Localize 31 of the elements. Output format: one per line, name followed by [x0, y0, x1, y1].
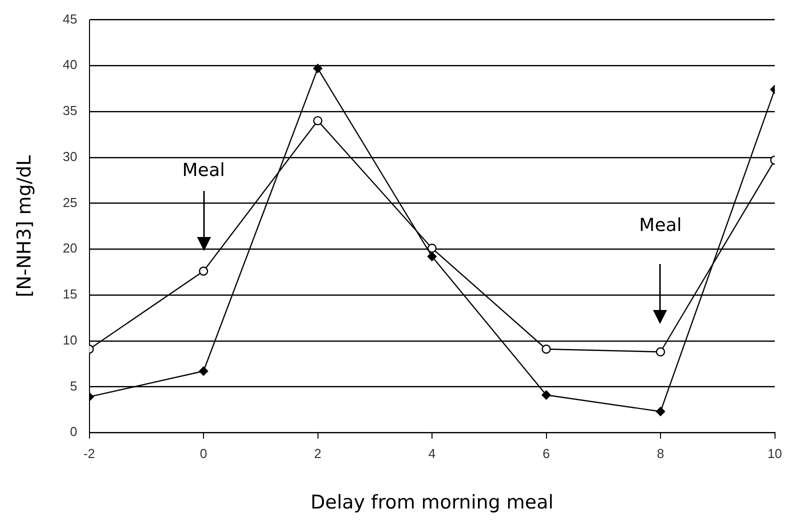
y-tick-label: 20	[62, 240, 78, 256]
point	[656, 406, 666, 416]
x-tick-label: 0	[200, 446, 208, 461]
y-tick-label: 15	[62, 286, 78, 302]
x-tick-label: 4	[428, 446, 436, 461]
y-tick-label: 30	[62, 148, 78, 164]
point	[542, 390, 551, 400]
y-tick-label: 10	[62, 332, 78, 348]
point	[542, 344, 551, 354]
x-tick-label: 2	[314, 446, 322, 461]
point	[656, 347, 666, 356]
x-tick-label: 8	[656, 446, 664, 461]
y-tick-label: 40	[62, 57, 78, 72]
y-tick-label: 0	[70, 424, 78, 440]
y-axis-title: [N-NH3] mg/dL	[13, 154, 36, 298]
x-tick-label: 10	[768, 446, 782, 461]
y-tick-label: 5	[70, 378, 78, 394]
x-axis-title: Delay from morning meal	[310, 492, 554, 514]
point	[198, 366, 208, 376]
annotation: Meal	[182, 160, 225, 181]
point	[427, 244, 437, 253]
y-tick-label: 25	[62, 194, 78, 210]
x-tick-label: 6	[542, 446, 550, 461]
x-tick-label: -2	[83, 446, 96, 461]
point	[427, 252, 437, 262]
annotation: Meal	[639, 215, 682, 236]
y-tick-label: 35	[62, 103, 78, 118]
point	[198, 266, 208, 276]
point	[313, 64, 322, 74]
y-tick-label: 45	[62, 11, 78, 26]
point	[313, 116, 322, 126]
